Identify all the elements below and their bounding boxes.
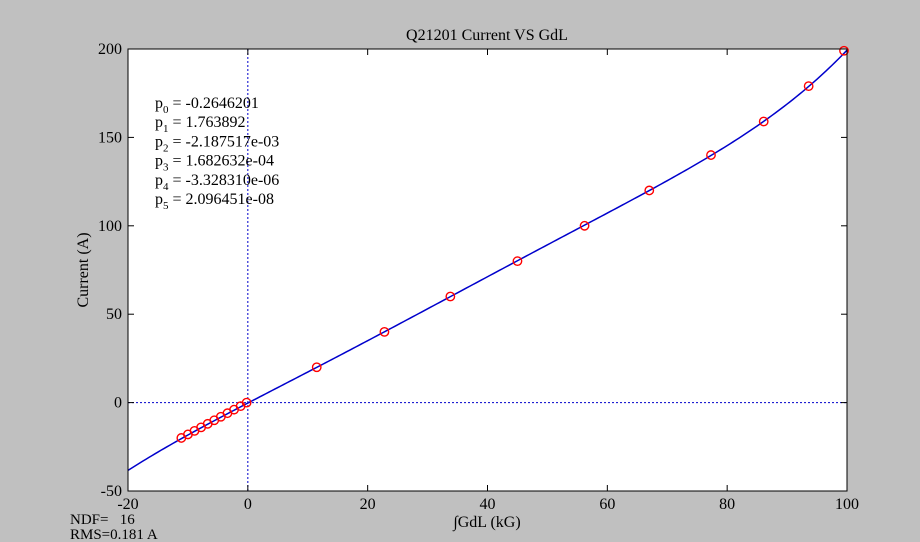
coefficient-value: = -0.2646201 [169, 95, 259, 112]
coefficient-line: p0 = -0.2646201 [155, 95, 259, 116]
rms-text: RMS=0.181 A [70, 527, 158, 542]
x-tick-label: -20 [117, 496, 138, 513]
coefficient-line: p4 = -3.328310e-06 [155, 172, 279, 193]
y-tick-label: 50 [106, 306, 122, 323]
coefficient-subscript: 4 [163, 181, 169, 193]
coefficient-symbol: p [155, 191, 163, 208]
data-point-marker [241, 397, 252, 408]
data-point-marker [311, 362, 322, 373]
coefficient-symbol: p [155, 153, 163, 170]
data-point-marker [379, 326, 390, 337]
data-point-marker [839, 45, 849, 56]
coefficient-value: = 1.682632e-04 [169, 153, 274, 170]
data-point-marker [758, 116, 769, 127]
y-tick-label: 150 [98, 129, 122, 146]
coefficient-value: = -3.328310e-06 [169, 172, 280, 189]
y-tick-label: 100 [98, 218, 122, 235]
coefficient-line: p1 = 1.763892 [155, 114, 246, 135]
coefficient-symbol: p [155, 133, 163, 150]
coefficient-value: = 1.763892 [169, 114, 246, 131]
x-tick-label: 0 [244, 496, 252, 513]
fit-curve-layer [127, 49, 848, 472]
x-tick-label: 80 [719, 496, 735, 513]
plot-frame [127, 48, 848, 492]
y-axis-label: Current (A) [75, 232, 92, 307]
coefficient-line: p5 = 2.096451e-08 [155, 191, 274, 212]
data-point-marker [512, 256, 523, 267]
data-point-marker [706, 150, 716, 160]
x-tick-label: 20 [360, 496, 376, 513]
data-point-marker [579, 220, 590, 231]
y-tick-label: -50 [101, 483, 122, 500]
x-axis-label: ∫GdL (kG) [452, 514, 520, 532]
x-tick-label: 100 [835, 496, 859, 513]
data-point-marker [803, 81, 814, 92]
coefficient-subscript: 3 [163, 162, 169, 174]
coefficient-value: = -2.187517e-03 [169, 133, 280, 150]
y-tick-label: 200 [98, 41, 122, 58]
coefficient-value: = 2.096451e-08 [169, 191, 274, 208]
coefficient-subscript: 2 [163, 142, 169, 154]
coefficient-subscript: 1 [163, 123, 169, 135]
y-tick-label: 0 [114, 395, 122, 412]
x-tick-label: 40 [480, 496, 496, 513]
data-point-marker [445, 291, 456, 302]
chart-title: Q21201 Current VS GdL [406, 27, 568, 44]
coefficient-subscript: 5 [163, 200, 169, 212]
coefficient-line: p3 = 1.682632e-04 [155, 153, 274, 174]
data-markers [176, 45, 849, 443]
ndf-text: NDF= 16 [70, 512, 135, 528]
x-tick-label: 60 [599, 496, 615, 513]
coefficient-subscript: 0 [163, 104, 169, 116]
data-point-marker [644, 185, 655, 196]
reference-lines [128, 49, 847, 491]
coefficient-symbol: p [155, 172, 163, 189]
coefficient-line: p2 = -2.187517e-03 [155, 133, 279, 154]
coefficient-symbol: p [155, 95, 163, 112]
fit-curve-line [127, 49, 848, 472]
coefficient-symbol: p [155, 114, 163, 131]
